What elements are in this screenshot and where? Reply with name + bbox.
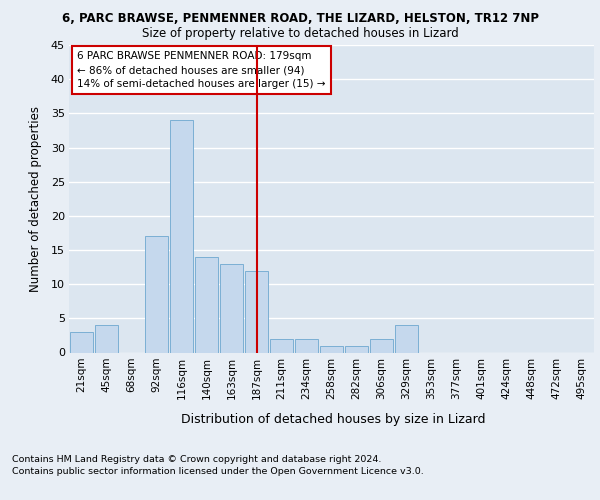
Bar (395, 325, 418, 352)
Text: Contains HM Land Registry data © Crown copyright and database right 2024.: Contains HM Land Registry data © Crown c… (12, 455, 382, 464)
Text: Distribution of detached houses by size in Lizard: Distribution of detached houses by size … (181, 412, 485, 426)
Text: Size of property relative to detached houses in Lizard: Size of property relative to detached ho… (142, 28, 458, 40)
Text: Contains public sector information licensed under the Open Government Licence v3: Contains public sector information licen… (12, 468, 424, 476)
Bar (320, 346, 343, 352)
Bar (220, 264, 244, 352)
Bar (344, 346, 368, 352)
Bar (95, 325, 118, 352)
Bar (295, 339, 319, 352)
Bar (245, 270, 268, 352)
Bar (269, 339, 293, 352)
Bar (70, 332, 94, 352)
Bar (145, 236, 169, 352)
Bar (370, 339, 394, 352)
Text: 6, PARC BRAWSE, PENMENNER ROAD, THE LIZARD, HELSTON, TR12 7NP: 6, PARC BRAWSE, PENMENNER ROAD, THE LIZA… (62, 12, 539, 26)
Bar (194, 257, 218, 352)
Bar (170, 120, 193, 352)
Y-axis label: Number of detached properties: Number of detached properties (29, 106, 43, 292)
Text: 6 PARC BRAWSE PENMENNER ROAD: 179sqm
← 86% of detached houses are smaller (94)
1: 6 PARC BRAWSE PENMENNER ROAD: 179sqm ← 8… (77, 51, 325, 89)
